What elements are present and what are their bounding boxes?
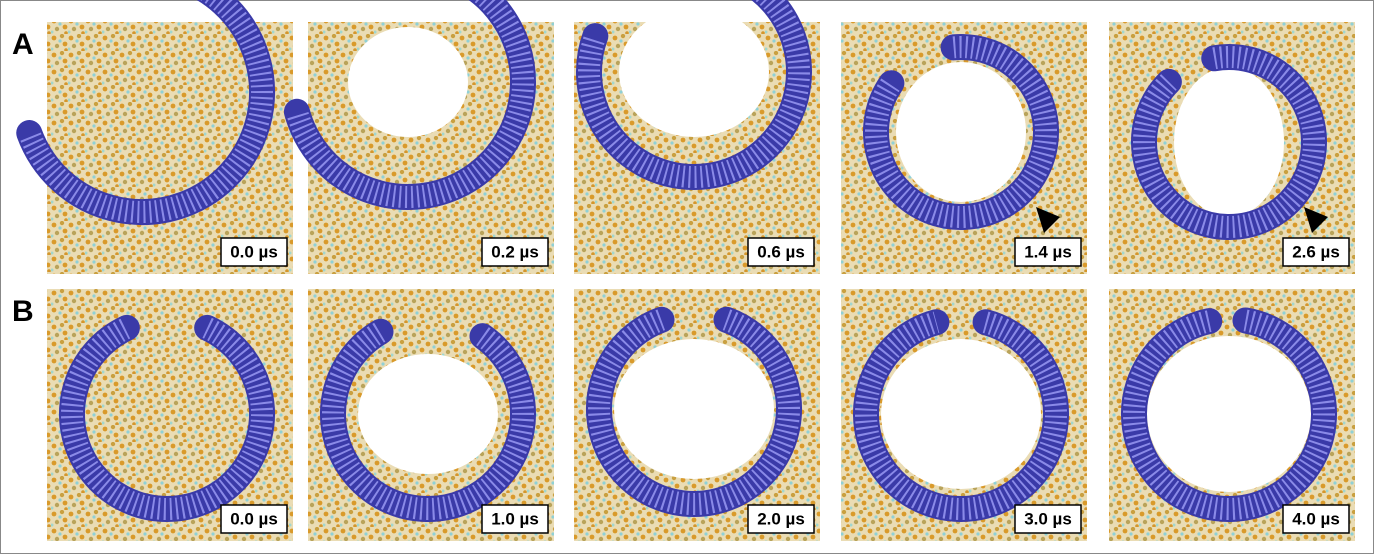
time-label: 0.0 µs [230, 242, 278, 261]
panel-label: A [12, 28, 34, 61]
pore [1174, 67, 1284, 217]
time-label: 4.0 µs [1292, 509, 1340, 528]
time-label: 1.4 µs [1024, 242, 1072, 261]
pore [619, 7, 769, 137]
time-label: 0.2 µs [491, 242, 539, 261]
figure: A 0.0 µs 0.2 µs 0.6 µs 1.4 µs 2.6 µs B 0.0 µs 1.… [0, 0, 1374, 554]
figure-canvas: A 0.0 µs 0.2 µs 0.6 µs 1.4 µs 2.6 µs B 0.0 µs 1.… [0, 0, 1374, 554]
time-label: 1.0 µs [491, 509, 539, 528]
pore [881, 339, 1041, 489]
time-label: 0.0 µs [230, 509, 278, 528]
time-label: 0.6 µs [757, 242, 805, 261]
pore [614, 339, 774, 479]
time-label: 3.0 µs [1024, 509, 1072, 528]
pore [1147, 336, 1311, 492]
time-label: 2.0 µs [757, 509, 805, 528]
panel-label: B [12, 295, 34, 328]
time-label: 2.6 µs [1292, 242, 1340, 261]
pore [348, 27, 468, 137]
pore [358, 354, 498, 474]
pore [896, 62, 1026, 202]
